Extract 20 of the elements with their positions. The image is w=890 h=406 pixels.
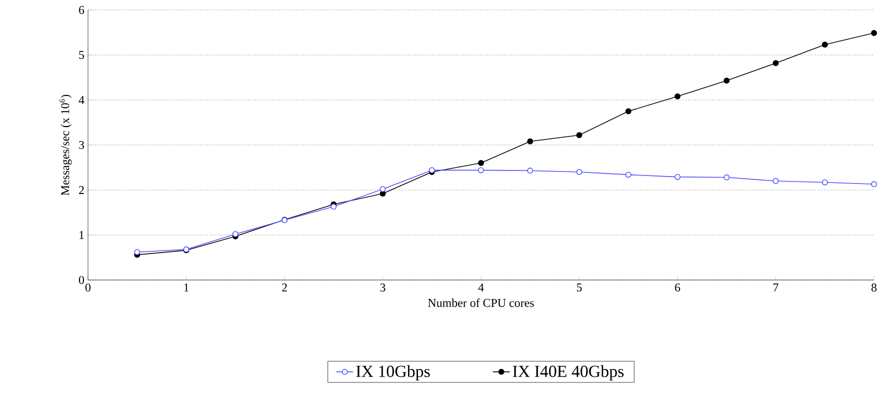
y-tick-label: 2 [79, 186, 84, 194]
x-tick-label: 8 [871, 284, 877, 292]
x-tick-label: 3 [380, 284, 386, 292]
y-tick-label: 3 [79, 140, 84, 150]
x-tick-label: 7 [774, 284, 778, 292]
y-axis-title: Messages/sec (x 10$^{6}$) [59, 94, 72, 196]
x-tick-label: 4 [478, 284, 484, 292]
legend-label: IX I40E 40Gbps [512, 365, 624, 381]
y-tick-label: 1 [80, 231, 84, 239]
y-tick-label: 5 [79, 51, 84, 59]
x-tick-label: 6 [675, 284, 680, 292]
x-axis-title: Number of CPU cores [428, 298, 534, 307]
y-tick-label: 6 [79, 6, 84, 14]
x-tick-label: 0 [85, 284, 91, 292]
x-tick-label: 5 [576, 284, 582, 292]
x-tick-label: 1 [184, 284, 189, 292]
x-tick-label: 2 [282, 284, 287, 292]
y-tick-label: 0 [78, 276, 84, 284]
legend-label: IX 10Gbps [356, 365, 430, 381]
y-tick-label: 4 [78, 96, 84, 104]
